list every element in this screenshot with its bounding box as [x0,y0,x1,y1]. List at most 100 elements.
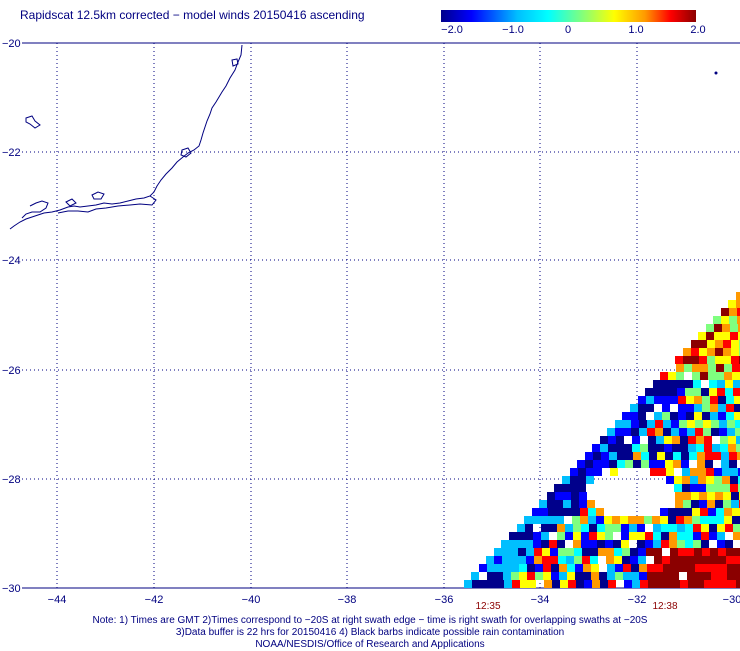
swath-cell [632,444,640,452]
swath-cell [645,532,653,540]
swath-cell [527,564,535,572]
swath-cell [655,420,663,428]
swath-cell [646,396,654,404]
swath-cell [664,444,672,452]
swath-cell [731,492,739,500]
swath-cell [526,556,534,564]
swath-cell [607,572,615,580]
swath-cell [717,532,725,540]
swath-cell [570,468,578,476]
swath-cell [549,540,557,548]
swath-cell [684,516,692,524]
swath-cell [715,492,723,500]
swath-cell [695,420,703,428]
map-title: Rapidscat 12.5km corrected − model winds… [20,8,365,22]
swath-cell [735,564,740,572]
swath-cell [510,556,518,564]
swath-cell [597,524,605,532]
swath-cell [683,500,691,508]
swath-cell [726,548,734,556]
swath-cell [727,572,735,580]
swath-cell [699,500,707,508]
swath-cell [711,420,719,428]
swath-cell [717,388,725,396]
swath-cell [555,492,563,500]
swath-cell [712,444,720,452]
lon-tick-label: −38 [338,594,357,606]
swath-cell [722,332,730,340]
swath-cell [640,444,648,452]
swath-cell [487,564,495,572]
swath-cell [504,580,512,588]
swath-cell [712,580,720,588]
swath-cell [571,492,579,500]
swath-cell [669,532,677,540]
swath-cell [540,516,548,524]
swath-cell [517,524,525,532]
colorbar-label-1: −1.0 [502,24,524,36]
lat-tick-label: −30 [2,583,21,595]
swath-cell [503,572,511,580]
swath-cell [685,540,693,548]
swath-cell [589,524,597,532]
swath-cell [697,460,705,468]
swath-cell [706,324,714,332]
swath-cell [671,564,679,572]
swath-cell [548,516,556,524]
swath-cell [588,516,596,524]
swath-cell [691,492,699,500]
swath-cell [701,388,709,396]
swath-cell [596,516,604,524]
swath-cell [580,516,588,524]
swath-cell [653,380,661,388]
swath-cell [559,572,567,580]
swath-cell [693,388,701,396]
swath-cell [541,532,549,540]
swath-cell [725,540,733,548]
swath-cell [670,396,678,404]
swath-cell [730,468,738,476]
swath-cell [719,572,727,580]
swath-cell [726,412,734,420]
swath-cell [673,460,681,468]
swath-cell [674,476,682,484]
swath-cell [583,564,591,572]
swath-cell [666,468,674,476]
swath-cell [729,316,737,324]
swath-cell [679,420,687,428]
swath-cell [721,308,729,316]
swath-cell [672,580,680,588]
swath-cell [713,452,721,460]
swath-cell [669,388,677,396]
swath-cell [688,444,696,452]
swath-cell [517,532,525,540]
swath-cell [677,524,685,532]
swath-cell [614,556,622,564]
swath-cell [723,356,731,364]
swath-cell [660,516,668,524]
swath-cell [549,524,557,532]
swath-cell [723,340,731,348]
swath-cell [655,428,663,436]
swath-cell [565,532,573,540]
swath-cell [718,556,726,564]
swath-cell [693,532,701,540]
swath-cell [656,580,664,588]
swath-cell [698,484,706,492]
swath-cell [714,324,722,332]
swath-cell [732,372,740,380]
swath-cell [661,524,669,532]
swath-cell [648,580,656,588]
swath-cell [559,564,567,572]
swath-cell [694,548,702,556]
swath-cell [700,508,708,516]
swath-cell [728,436,736,444]
swath-cell [686,404,694,412]
swath-cell [665,460,673,468]
swath-cell [736,444,740,452]
swath-cell [608,436,616,444]
swath-cell [652,516,660,524]
swath-cell [737,452,740,460]
swath-cell [517,540,525,548]
swath-cell [706,468,714,476]
